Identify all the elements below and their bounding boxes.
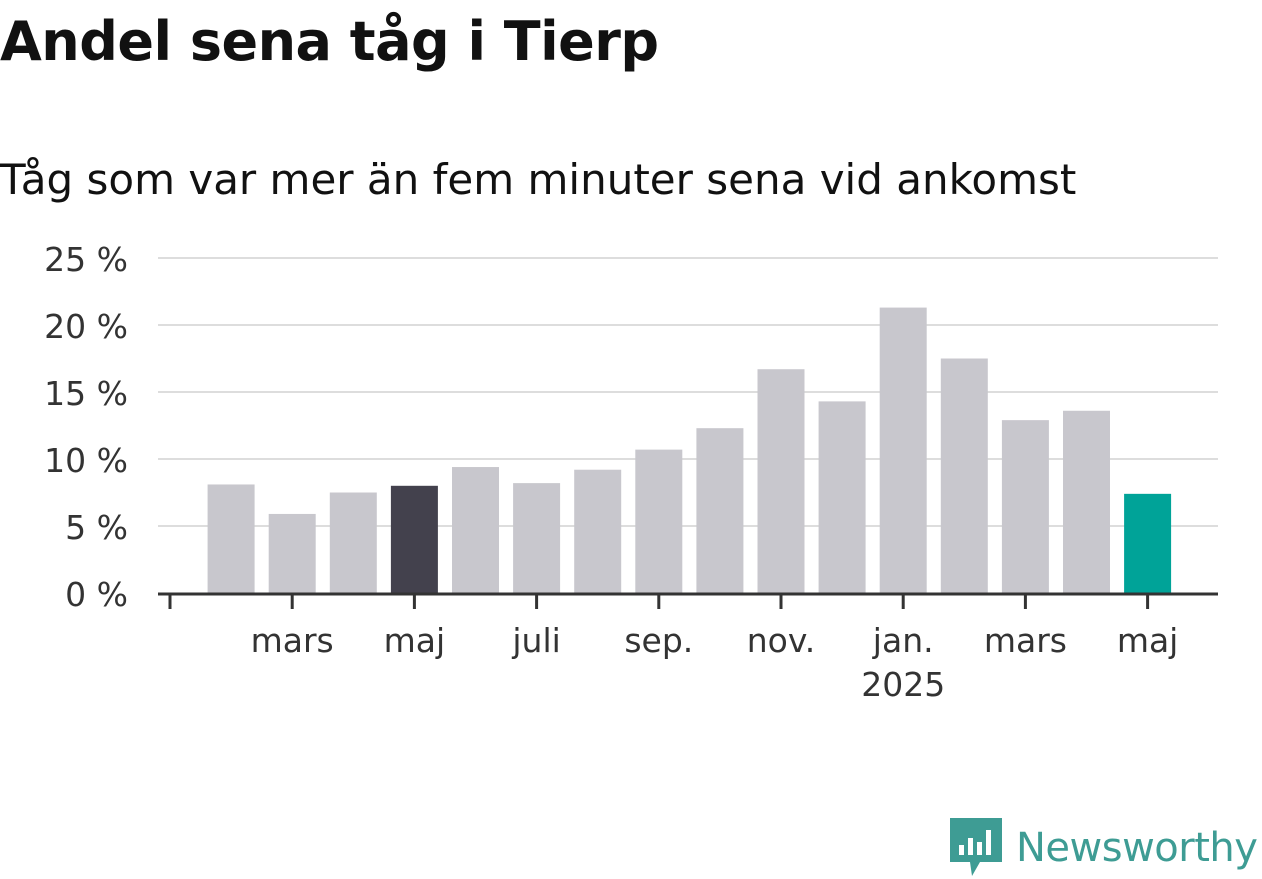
bar [329,492,377,593]
chart-subtitle: Tåg som var mer än fem minuter sena vid … [0,155,1077,204]
bar [1063,410,1110,593]
x-tick-label: jan. [872,621,934,660]
grid-lines [158,257,1218,527]
x-tick-label: mars [984,621,1067,660]
x-tick-label: maj [384,621,446,660]
bar-chart-speech-icon [950,818,1002,876]
newsworthy-logo: Newsworthy [950,818,1258,878]
y-tick-label: 20 % [44,307,128,346]
y-tick-label: 10 % [44,441,128,480]
bar [696,428,744,593]
y-tick-label: 15 % [44,374,128,413]
bar [513,483,561,593]
bar [1001,420,1049,593]
x-axis-ticks: mars maj juli sep. nov. jan. 2025 mars maj [168,594,1179,704]
bar [268,513,316,593]
bar [452,467,499,593]
x-tick-label: maj [1117,621,1179,660]
bars [207,307,1172,593]
bar [757,369,805,593]
x-tick-label: sep. [624,621,693,660]
y-axis-ticks: 0 % 5 % 10 % 15 % 20 % 25 % [44,240,128,614]
y-tick-label: 5 % [65,508,128,547]
bar [818,401,866,593]
bar [390,485,438,593]
bar [940,358,988,593]
bar [574,469,622,593]
chart-title: Andel sena tåg i Tierp [0,10,659,73]
y-tick-label: 25 % [44,240,128,279]
y-tick-label: 0 % [65,575,128,614]
x-tick-label: juli [511,621,560,660]
bar [635,449,683,593]
bar [1124,493,1172,593]
bar [879,307,927,593]
x-tick-label: nov. [747,621,816,660]
x-tick-sublabel: 2025 [861,665,945,704]
x-tick-label: mars [251,621,334,660]
bar [207,484,255,593]
logo-text: Newsworthy [1016,825,1258,871]
